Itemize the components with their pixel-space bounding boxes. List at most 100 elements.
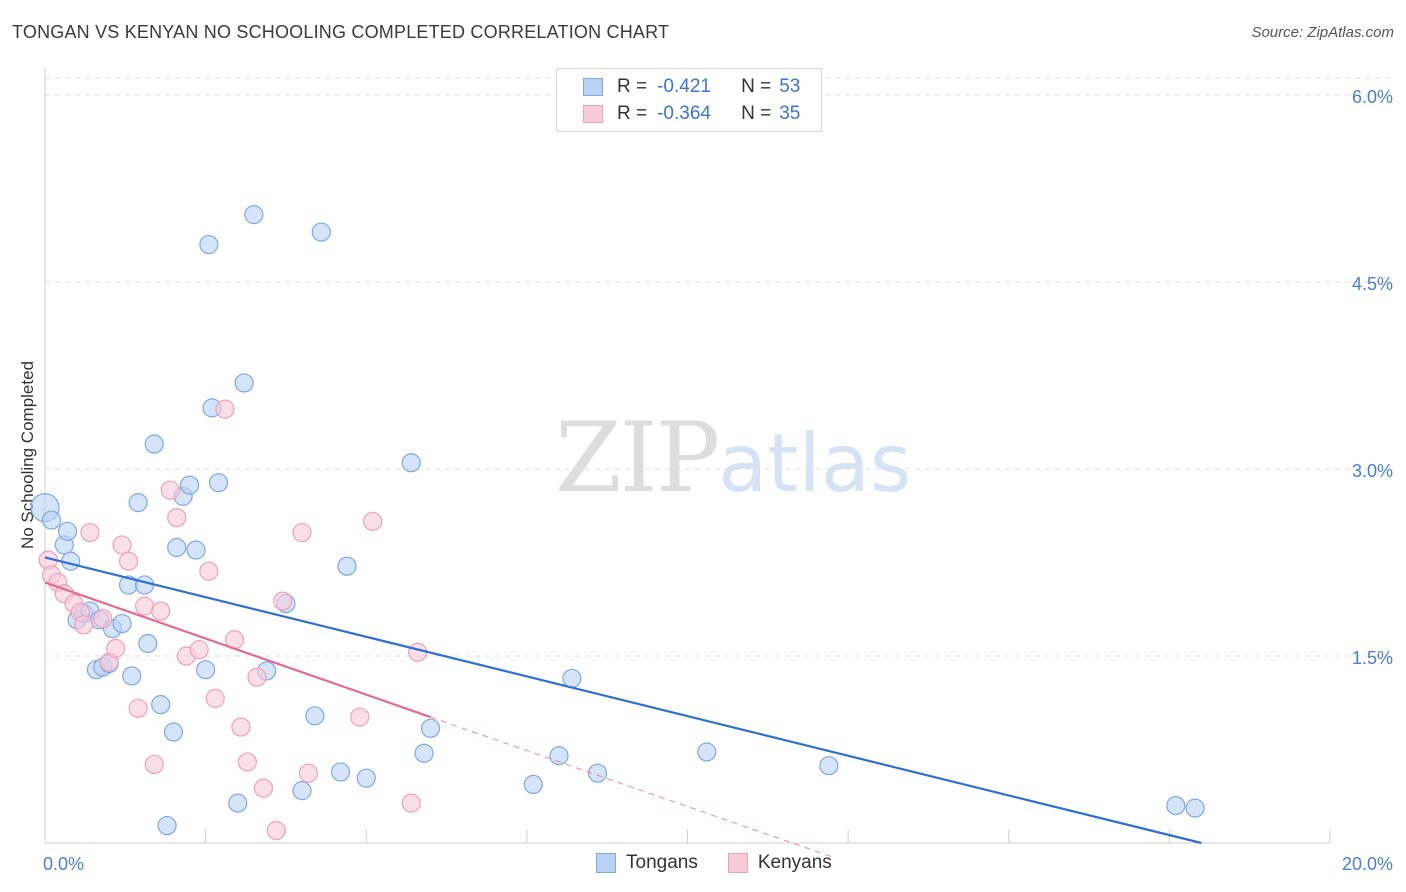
x-tick-label: 20.0% (1342, 854, 1393, 874)
tongans-point (41, 510, 62, 530)
tongans-point (244, 205, 264, 225)
tongans-r-value: -0.421 (657, 76, 711, 97)
tongans-point (311, 222, 331, 242)
kenyans-point (205, 688, 225, 708)
tongans-point (292, 781, 312, 801)
kenyans-point (199, 561, 219, 581)
stats-legend: R = -0.421 N = 53 R = -0.364 N = 35 (556, 68, 822, 132)
tongans-point (57, 521, 78, 541)
tongans-point (128, 493, 148, 513)
tongans-point (819, 756, 839, 776)
kenyans-point (189, 640, 209, 660)
kenyans-point (408, 642, 428, 662)
tongans-n-label: N = (741, 76, 772, 97)
tongans-point (523, 774, 543, 795)
kenyans-point (106, 638, 126, 659)
tongans-swatch (583, 78, 603, 96)
kenyans-point (73, 615, 94, 635)
kenyans-n-label: N = (741, 103, 772, 124)
kenyans-point (298, 763, 319, 783)
kenyans-point (80, 522, 100, 543)
tongans-point (549, 746, 569, 766)
kenyans-point (231, 717, 251, 737)
tongans-point (337, 556, 357, 576)
kenyans-swatch (583, 105, 603, 123)
tongans-point (199, 234, 219, 255)
legend-item-kenyans[interactable]: Kenyans (727, 852, 832, 874)
kenyans-point (134, 596, 155, 616)
tongans-point (420, 718, 441, 738)
tongans-point (697, 742, 717, 762)
tongans-point (196, 660, 216, 680)
kenyans-point (273, 591, 293, 611)
y-tick-label: 4.5% (1352, 274, 1393, 294)
kenyans-point (215, 399, 235, 419)
tongans-point (163, 722, 184, 742)
legend-row-kenyans: R = -0.364 N = 35 (583, 101, 800, 127)
tongans-trend-line (44, 556, 1202, 845)
y-tick-label: 3.0% (1352, 461, 1393, 481)
watermark: ZIPatlas (555, 402, 912, 514)
source-credit: Source: ZipAtlas.com (1251, 24, 1394, 41)
watermark-zip: ZIP (555, 402, 720, 514)
y-tick-label: 1.5% (1352, 648, 1393, 668)
kenyans-point (112, 535, 132, 555)
tongans-point (562, 668, 582, 689)
tongans-n-value: 53 (779, 76, 801, 97)
tongans-point (305, 706, 325, 726)
kenyans-point (292, 522, 312, 543)
kenyans-n-value: 35 (779, 103, 801, 124)
kenyans-trend-extension (430, 716, 836, 859)
kenyans-legend-swatch (727, 853, 748, 873)
kenyans-point (93, 608, 113, 629)
tongans-point (134, 575, 155, 595)
tongans-point (401, 453, 421, 473)
tongans-point (122, 666, 142, 686)
series-legend: Tongans Kenyans (596, 852, 862, 874)
tongans-point (234, 373, 254, 393)
tongans-point (414, 743, 434, 763)
kenyans-point (266, 820, 286, 841)
kenyans-point (118, 551, 139, 571)
tongans-point (1166, 795, 1186, 816)
legend-item-tongans[interactable]: Tongans (596, 852, 698, 874)
kenyans-point (401, 793, 421, 813)
kenyans-point (363, 511, 383, 531)
kenyans-point (160, 480, 180, 500)
tongans-point (167, 537, 187, 558)
tongans-point (151, 695, 171, 715)
kenyans-r-value: -0.364 (657, 103, 711, 124)
kenyans-trend-line (44, 581, 431, 719)
tongans-point (330, 762, 351, 782)
kenyans-point (128, 698, 148, 718)
kenyans-point (350, 707, 370, 727)
tongans-point (587, 763, 608, 783)
kenyans-point (237, 752, 257, 772)
tongans-point (228, 793, 248, 813)
kenyans-point (151, 601, 171, 621)
tongans-legend-swatch (596, 853, 616, 873)
legend-row-tongans: R = -0.421 N = 53 (583, 74, 800, 100)
tongans-point (112, 613, 132, 634)
tongans-point (186, 540, 206, 560)
tongans-point (144, 434, 164, 454)
watermark-atlas: atlas (718, 417, 912, 510)
tongans-r-label: R = (617, 76, 648, 97)
y-tick-label: 6.0% (1352, 87, 1393, 107)
tongans-point (157, 815, 177, 836)
kenyans-point (167, 507, 187, 528)
kenyans-r-label: R = (617, 103, 648, 124)
tongans-point (208, 473, 229, 493)
tongans-point (179, 475, 200, 495)
x-tick-label: 0.0% (43, 854, 84, 874)
kenyans-point (253, 778, 274, 798)
kenyans-legend-label: Kenyans (757, 852, 832, 873)
tongans-legend-label: Tongans (626, 852, 698, 873)
tongans-point (1185, 798, 1205, 818)
kenyans-point (247, 667, 267, 687)
kenyans-point (144, 754, 164, 775)
tongans-point (356, 768, 376, 788)
tongans-point (138, 633, 158, 654)
chart-title: TONGAN VS KENYAN NO SCHOOLING COMPLETED … (12, 22, 670, 42)
